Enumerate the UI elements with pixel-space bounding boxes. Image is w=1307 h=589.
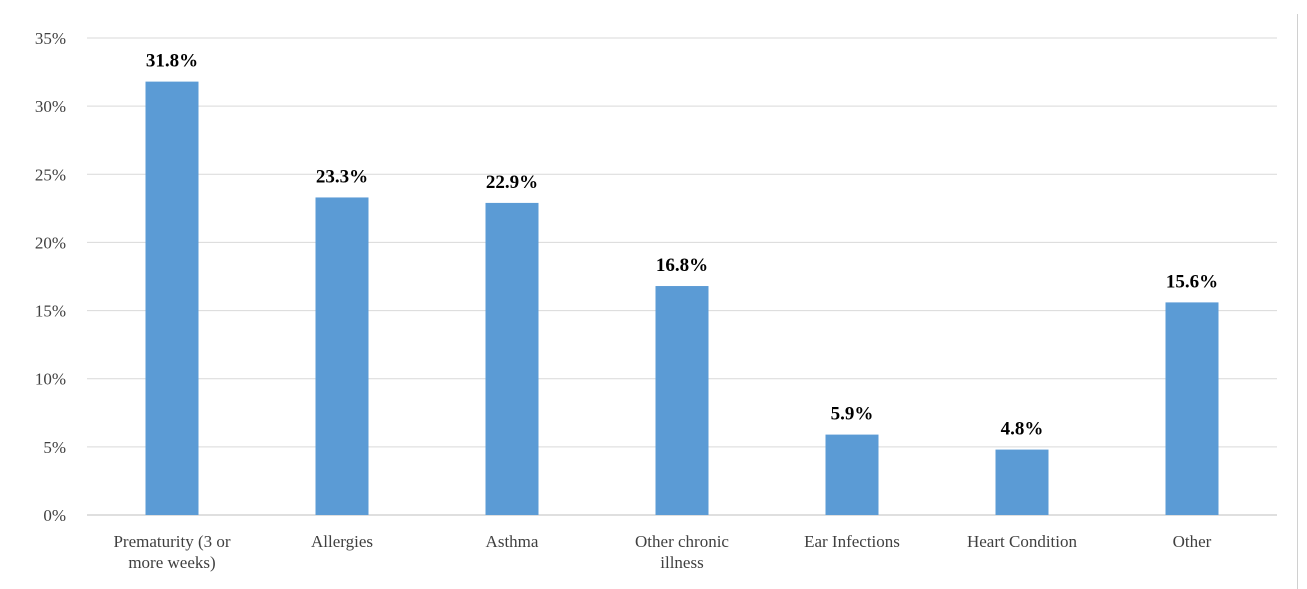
bar bbox=[655, 286, 709, 515]
data-label: 15.6% bbox=[1166, 271, 1218, 292]
bar bbox=[315, 197, 369, 515]
category-labels: Prematurity (3 or more weeks) Allergies Ast… bbox=[113, 532, 1211, 572]
data-labels: 31.8% 23.3% 22.9% 16.8% 5.9% 4.8% 15.6% bbox=[146, 51, 1218, 440]
y-tick-label: 15% bbox=[35, 302, 66, 321]
data-label: 22.9% bbox=[486, 172, 538, 193]
gridlines bbox=[87, 37, 1277, 516]
y-tick-label: 10% bbox=[35, 370, 66, 389]
category-label: Asthma bbox=[486, 532, 539, 551]
y-tick-label: 0% bbox=[43, 506, 66, 525]
data-label: 23.3% bbox=[316, 166, 368, 187]
category-label: Prematurity (3 or bbox=[113, 532, 230, 551]
category-label: Other chronic bbox=[635, 532, 729, 551]
y-tick-label: 35% bbox=[35, 29, 66, 48]
category-label: Ear Infections bbox=[804, 532, 900, 551]
category-label: more weeks) bbox=[128, 553, 215, 572]
category-label: Allergies bbox=[311, 532, 373, 551]
data-label: 16.8% bbox=[656, 255, 708, 276]
data-label: 31.8% bbox=[146, 51, 198, 72]
y-tick-label: 25% bbox=[35, 165, 66, 184]
y-tick-label: 30% bbox=[35, 97, 66, 116]
category-label: Heart Condition bbox=[967, 532, 1078, 551]
category-label: Other bbox=[1173, 532, 1212, 551]
y-tick-label: 5% bbox=[43, 438, 66, 457]
chart-frame bbox=[0, 14, 1298, 589]
bar bbox=[995, 449, 1049, 515]
data-label: 4.8% bbox=[1001, 419, 1044, 440]
data-label: 5.9% bbox=[831, 404, 874, 425]
bar bbox=[485, 202, 539, 516]
bar bbox=[825, 434, 879, 515]
bar bbox=[145, 81, 199, 516]
category-label: illness bbox=[660, 553, 703, 572]
y-tick-label: 20% bbox=[35, 233, 66, 252]
bar bbox=[1165, 302, 1219, 515]
y-axis-ticks: 0% 5% 10% 15% 20% 25% 30% 35% bbox=[35, 29, 66, 525]
bars bbox=[145, 81, 1219, 516]
